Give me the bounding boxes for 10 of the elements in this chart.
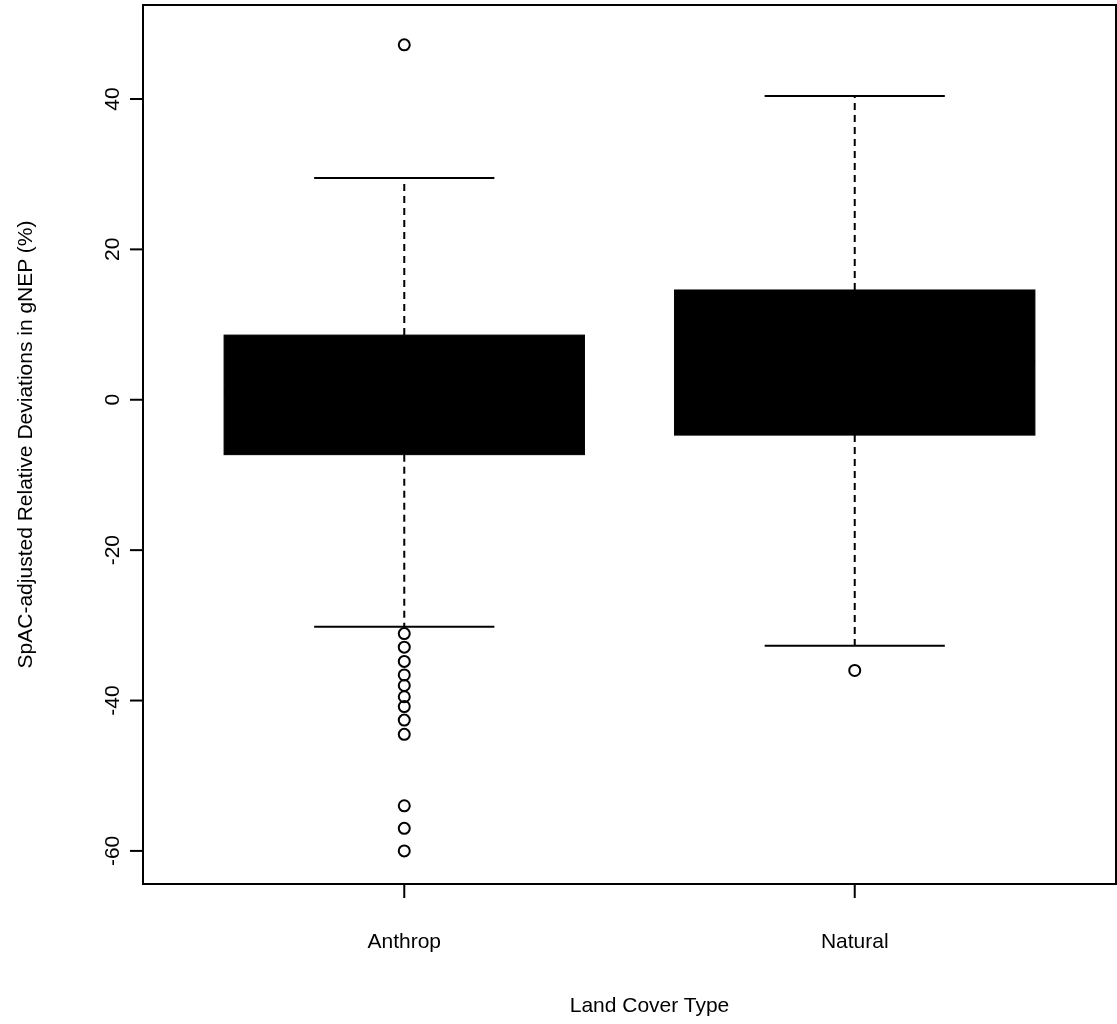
x-tick-label: Natural: [820, 929, 889, 952]
y-tick-label: 20: [100, 237, 123, 262]
x-tick-label: Anthrop: [367, 929, 442, 952]
y-tick-label: -40: [100, 685, 123, 716]
x-axis-title: Land Cover Type: [569, 993, 730, 1016]
y-tick-label: -60: [100, 835, 123, 867]
y-axis-title: SpAC-adjusted Relative Deviations in gNEP (%): [13, 220, 36, 669]
y-tick-label: -20: [100, 534, 123, 566]
y-tick-label: 0: [100, 393, 123, 406]
y-tick-label: 40: [100, 87, 123, 111]
